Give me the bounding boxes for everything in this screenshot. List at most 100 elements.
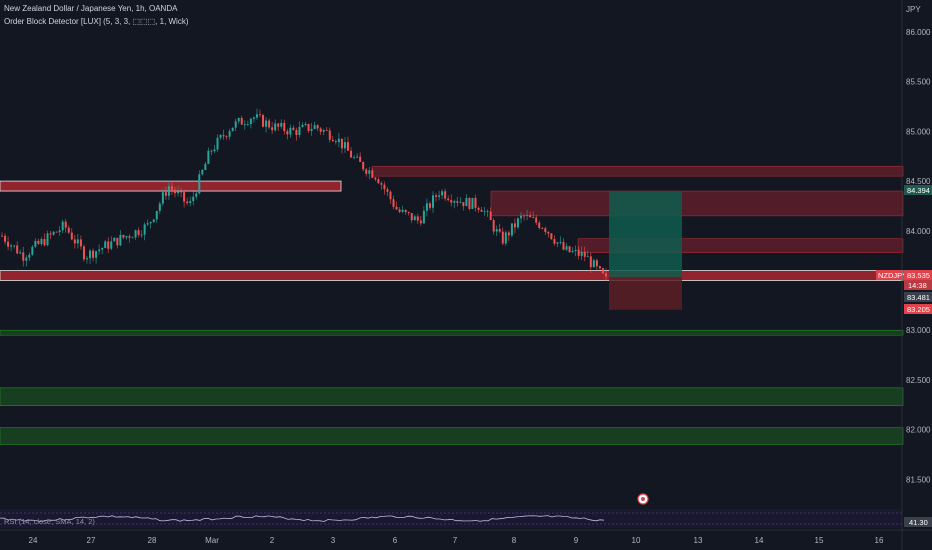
candle-body-80 (243, 124, 246, 126)
time-tick-2: 28 (148, 536, 157, 545)
stop-loss-badge (904, 304, 932, 314)
candle-body-61 (186, 201, 189, 204)
candle-body-30 (92, 250, 95, 258)
candle-body-79 (240, 118, 243, 125)
rsi-title[interactable]: RSI (14, close, SMA, 14, 2) (4, 517, 95, 526)
candle-body-129 (392, 199, 395, 207)
candle-body-179 (544, 228, 547, 232)
candle-body-188 (571, 251, 574, 253)
candle-body-164 (498, 229, 501, 232)
candle-body-107 (325, 130, 328, 131)
candle-body-194 (589, 256, 592, 268)
indicator-title[interactable]: Order Block Detector [LUX] (5, 3, 3, ⬚⬚⬚… (4, 17, 189, 26)
candle-body-58 (177, 191, 180, 194)
bearish-order-block-2 (490, 190, 904, 217)
candle-body-186 (565, 246, 568, 250)
candle-body-93 (283, 122, 286, 132)
rsi-value-badge (904, 517, 932, 527)
candle-body-5 (16, 245, 19, 254)
stop-loss-price: 83.205 (907, 305, 930, 314)
candle-body-183 (556, 242, 559, 244)
candle-body-134 (407, 211, 410, 214)
take-profit-price: 84.394 (907, 186, 930, 195)
candle-body-191 (580, 251, 583, 256)
candle-body-123 (374, 177, 377, 180)
candle-body-3 (10, 245, 13, 247)
rsi-band (0, 509, 902, 528)
candle-body-159 (483, 211, 486, 212)
candle-body-151 (459, 202, 462, 204)
candle-body-29 (89, 250, 92, 259)
candle-body-182 (553, 239, 556, 244)
candle-body-115 (350, 150, 353, 158)
time-tick-10: 10 (632, 536, 641, 545)
bearish-order-block-0 (371, 165, 904, 177)
candle-body-148 (450, 200, 453, 203)
candle-body-140 (425, 203, 428, 211)
candle-body-28 (85, 258, 88, 260)
candle-body-189 (574, 249, 577, 252)
candle-body-82 (249, 118, 252, 125)
symbol-title[interactable]: New Zealand Dollar / Japanese Yen, 1h, O… (4, 4, 178, 13)
price-tick-4: 84.000 (906, 227, 931, 236)
candle-body-0 (1, 235, 3, 237)
candle-body-62 (189, 201, 192, 204)
candle-body-103 (313, 125, 316, 129)
candle-body-155 (471, 197, 474, 209)
candle-body-99 (301, 124, 304, 127)
candle-body-177 (538, 222, 541, 228)
candle-body-66 (201, 170, 204, 175)
candle-body-71 (216, 137, 219, 150)
candle-body-178 (541, 227, 544, 229)
candle-body-147 (447, 198, 450, 201)
price-axis[interactable]: JPY 86.00085.50085.00084.50084.00083.500… (906, 5, 931, 484)
candle-body-95 (289, 127, 292, 135)
candle-body-74 (225, 136, 228, 138)
long-position-tool[interactable] (609, 191, 682, 310)
candle-body-10 (31, 246, 34, 255)
candle-body-133 (404, 209, 407, 212)
candle-body-122 (371, 170, 374, 178)
candle-body-50 (152, 219, 155, 222)
candle-body-40 (122, 234, 125, 238)
candle-body-20 (61, 221, 64, 231)
candle-body-85 (258, 114, 261, 116)
candle-body-167 (507, 232, 510, 236)
candle-body-120 (365, 169, 368, 174)
candle-body-181 (550, 233, 553, 240)
candle-body-46 (140, 234, 143, 236)
price-tick-6: 83.000 (906, 326, 931, 335)
candle-body-14 (43, 239, 46, 246)
candle-body-102 (310, 128, 313, 131)
time-tick-1: 27 (87, 536, 96, 545)
candle-body-162 (492, 220, 495, 232)
time-axis[interactable]: 24 27 28 Mar 2 3 6 7 8 9 10 13 14 15 16 (29, 536, 884, 545)
candle-body-106 (322, 130, 325, 132)
candle-body-19 (58, 230, 61, 233)
candle-body-52 (158, 203, 161, 211)
candle-body-119 (362, 161, 365, 170)
price-tick-2: 85.000 (906, 127, 931, 136)
profit-zone (609, 191, 682, 278)
candle-body-59 (180, 191, 183, 193)
candle-body-13 (40, 239, 43, 244)
candle-body-48 (146, 223, 149, 225)
candle-body-78 (237, 118, 240, 122)
candle-body-55 (167, 186, 170, 196)
candle-body-190 (577, 249, 580, 256)
time-tick-4: 2 (270, 536, 275, 545)
candle-body-37 (113, 237, 116, 242)
candle-body-101 (307, 123, 310, 131)
bullish-order-block-6 (0, 387, 904, 406)
candle-body-121 (368, 170, 371, 174)
candle-body-75 (228, 131, 231, 137)
candle-body-44 (134, 230, 137, 238)
candle-body-89 (271, 127, 274, 131)
candle-body-57 (174, 189, 177, 194)
event-marker[interactable] (637, 493, 649, 505)
symbol-badge (876, 270, 902, 280)
countdown-badge (904, 280, 932, 290)
candle-body-8 (25, 257, 28, 261)
candle-body-68 (207, 150, 210, 164)
